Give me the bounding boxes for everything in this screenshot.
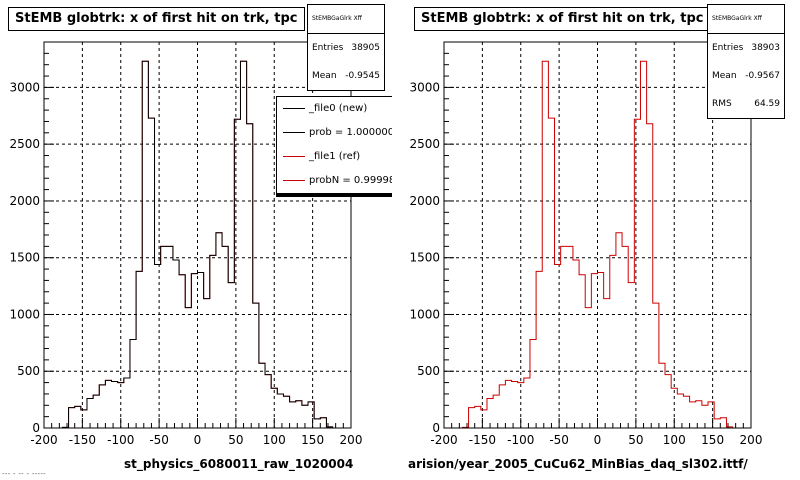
left-x-tick-label-4: 0 <box>194 433 202 447</box>
left-stats-entries: Entries 38905 <box>308 34 384 62</box>
right-plot-pad: -200 -150 -100 -50 0 50 100 150 200 0 500 1000 1500 2… <box>400 0 800 480</box>
left-stats-header: StEMBGaGlrk Xff <box>308 5 384 34</box>
left-y-tick-label-3: 1500 <box>9 251 40 265</box>
left-y-tick-label-4: 2000 <box>9 194 40 208</box>
right-x-tick-label-3: -50 <box>549 433 569 447</box>
right-series-ref <box>461 60 734 428</box>
left-series--file0-new- <box>61 60 334 428</box>
right-entries-label: Entries <box>712 43 744 53</box>
right-x-tick-label-6: 100 <box>663 433 686 447</box>
left-legend: _file0 (new) prob = 1.000000 _file1 (ref… <box>276 96 392 194</box>
right-plot-title: StEMB globtrk: x of first hit on trk, tp… <box>414 7 711 31</box>
right-stats-header: StEMBGaGlrk Xff <box>708 5 784 34</box>
legend-swatch-file0 <box>283 108 305 109</box>
legend-swatch-file1 <box>283 156 305 157</box>
right-y-tick-label-1: 500 <box>417 364 440 378</box>
left-entries-label: Entries <box>312 43 344 53</box>
left-x-tick-label-0: -200 <box>30 433 57 447</box>
left-plot-title: StEMB globtrk: x of first hit on trk, tp… <box>8 7 305 31</box>
right-mean-value: -0.9567 <box>745 71 780 81</box>
right-y-tick-label-3: 1500 <box>409 251 440 265</box>
legend-label-file0: _file0 (new) <box>309 103 368 114</box>
legend-entry-probn: probN = 0.999980 <box>277 169 392 193</box>
right-y-tick-label-6: 3000 <box>409 80 440 94</box>
legend-entry-file0: _file0 (new) <box>277 97 392 121</box>
right-y-tick-label-0: 0 <box>432 421 440 435</box>
right-x-tick-label-7: 150 <box>701 433 724 447</box>
right-stats-rms: RMS 64.59 <box>708 90 784 118</box>
left-x-tick-label-2: -100 <box>107 433 134 447</box>
right-y-tick-label-4: 2000 <box>409 194 440 208</box>
right-x-tick-label-1: -150 <box>469 433 496 447</box>
right-x-axis-title: arision/year_2005_CuCu62_MinBias_daq_sl3… <box>408 457 748 471</box>
right-stats-entries: Entries 38903 <box>708 34 784 62</box>
right-entries-value: 38903 <box>751 43 780 53</box>
right-mean-label: Mean <box>712 71 737 81</box>
right-y-tick-label-2: 1000 <box>409 307 440 321</box>
left-y-tick-label-1: 500 <box>17 364 40 378</box>
right-x-tick-label-8: 200 <box>740 433 763 447</box>
right-x-tick-label-2: -100 <box>507 433 534 447</box>
left-x-tick-label-1: -150 <box>69 433 96 447</box>
right-histogram: -200 -150 -100 -50 0 50 100 150 2000500100015002… <box>409 41 763 447</box>
right-stats-box: StEMBGaGlrk Xff Entries 38903 Mean -0.95… <box>707 4 785 119</box>
footer-text: --- - -- - ----- <box>2 470 47 478</box>
left-y-tick-label-0: 0 <box>32 421 40 435</box>
left-x-tick-label-5: 50 <box>228 433 243 447</box>
legend-swatch-probn <box>283 180 305 181</box>
left-stats-box: StEMBGaGlrk Xff Entries 38905 Mean -0.95… <box>307 4 385 91</box>
left-y-tick-label-5: 2500 <box>9 137 40 151</box>
right-x-tick-label-4: 0 <box>594 433 602 447</box>
legend-entry-prob: prob = 1.000000 <box>277 121 392 145</box>
left-x-tick-label-6: 100 <box>263 433 286 447</box>
legend-label-file1: _file1 (ref) <box>309 151 361 162</box>
right-rms-value: 64.59 <box>754 99 780 109</box>
legend-entry-file1: _file1 (ref) <box>277 145 392 169</box>
right-x-tick-label-5: 50 <box>628 433 643 447</box>
right-y-tick-label-5: 2500 <box>409 137 440 151</box>
left-y-tick-label-2: 1000 <box>9 307 40 321</box>
left-x-tick-label-3: -50 <box>149 433 169 447</box>
left-stats-mean: Mean -0.9545 <box>308 62 384 90</box>
left-mean-label: Mean <box>312 71 337 81</box>
left-y-tick-label-6: 3000 <box>9 80 40 94</box>
legend-label-probn: probN = 0.999980 <box>309 175 392 186</box>
left-x-tick-label-8: 200 <box>340 433 363 447</box>
right-rms-label: RMS <box>712 99 732 109</box>
right-stats-mean: Mean -0.9567 <box>708 62 784 90</box>
right-x-tick-label-0: -200 <box>430 433 457 447</box>
left-plot-pad: -200 -150 -100 -50 0 50 100 150 200 0 500 1000 1500 2… <box>8 4 392 471</box>
left-mean-value: -0.9545 <box>345 71 380 81</box>
legend-label-prob: prob = 1.000000 <box>309 127 392 138</box>
left-x-tick-label-7: 150 <box>301 433 324 447</box>
left-x-axis-title: st_physics_6080011_raw_1020004 <box>124 457 354 471</box>
left-histogram: -200 -150 -100 -50 0 50 100 150 2000500100015002… <box>9 41 363 447</box>
legend-swatch-prob <box>283 132 305 133</box>
left-entries-value: 38905 <box>351 43 380 53</box>
